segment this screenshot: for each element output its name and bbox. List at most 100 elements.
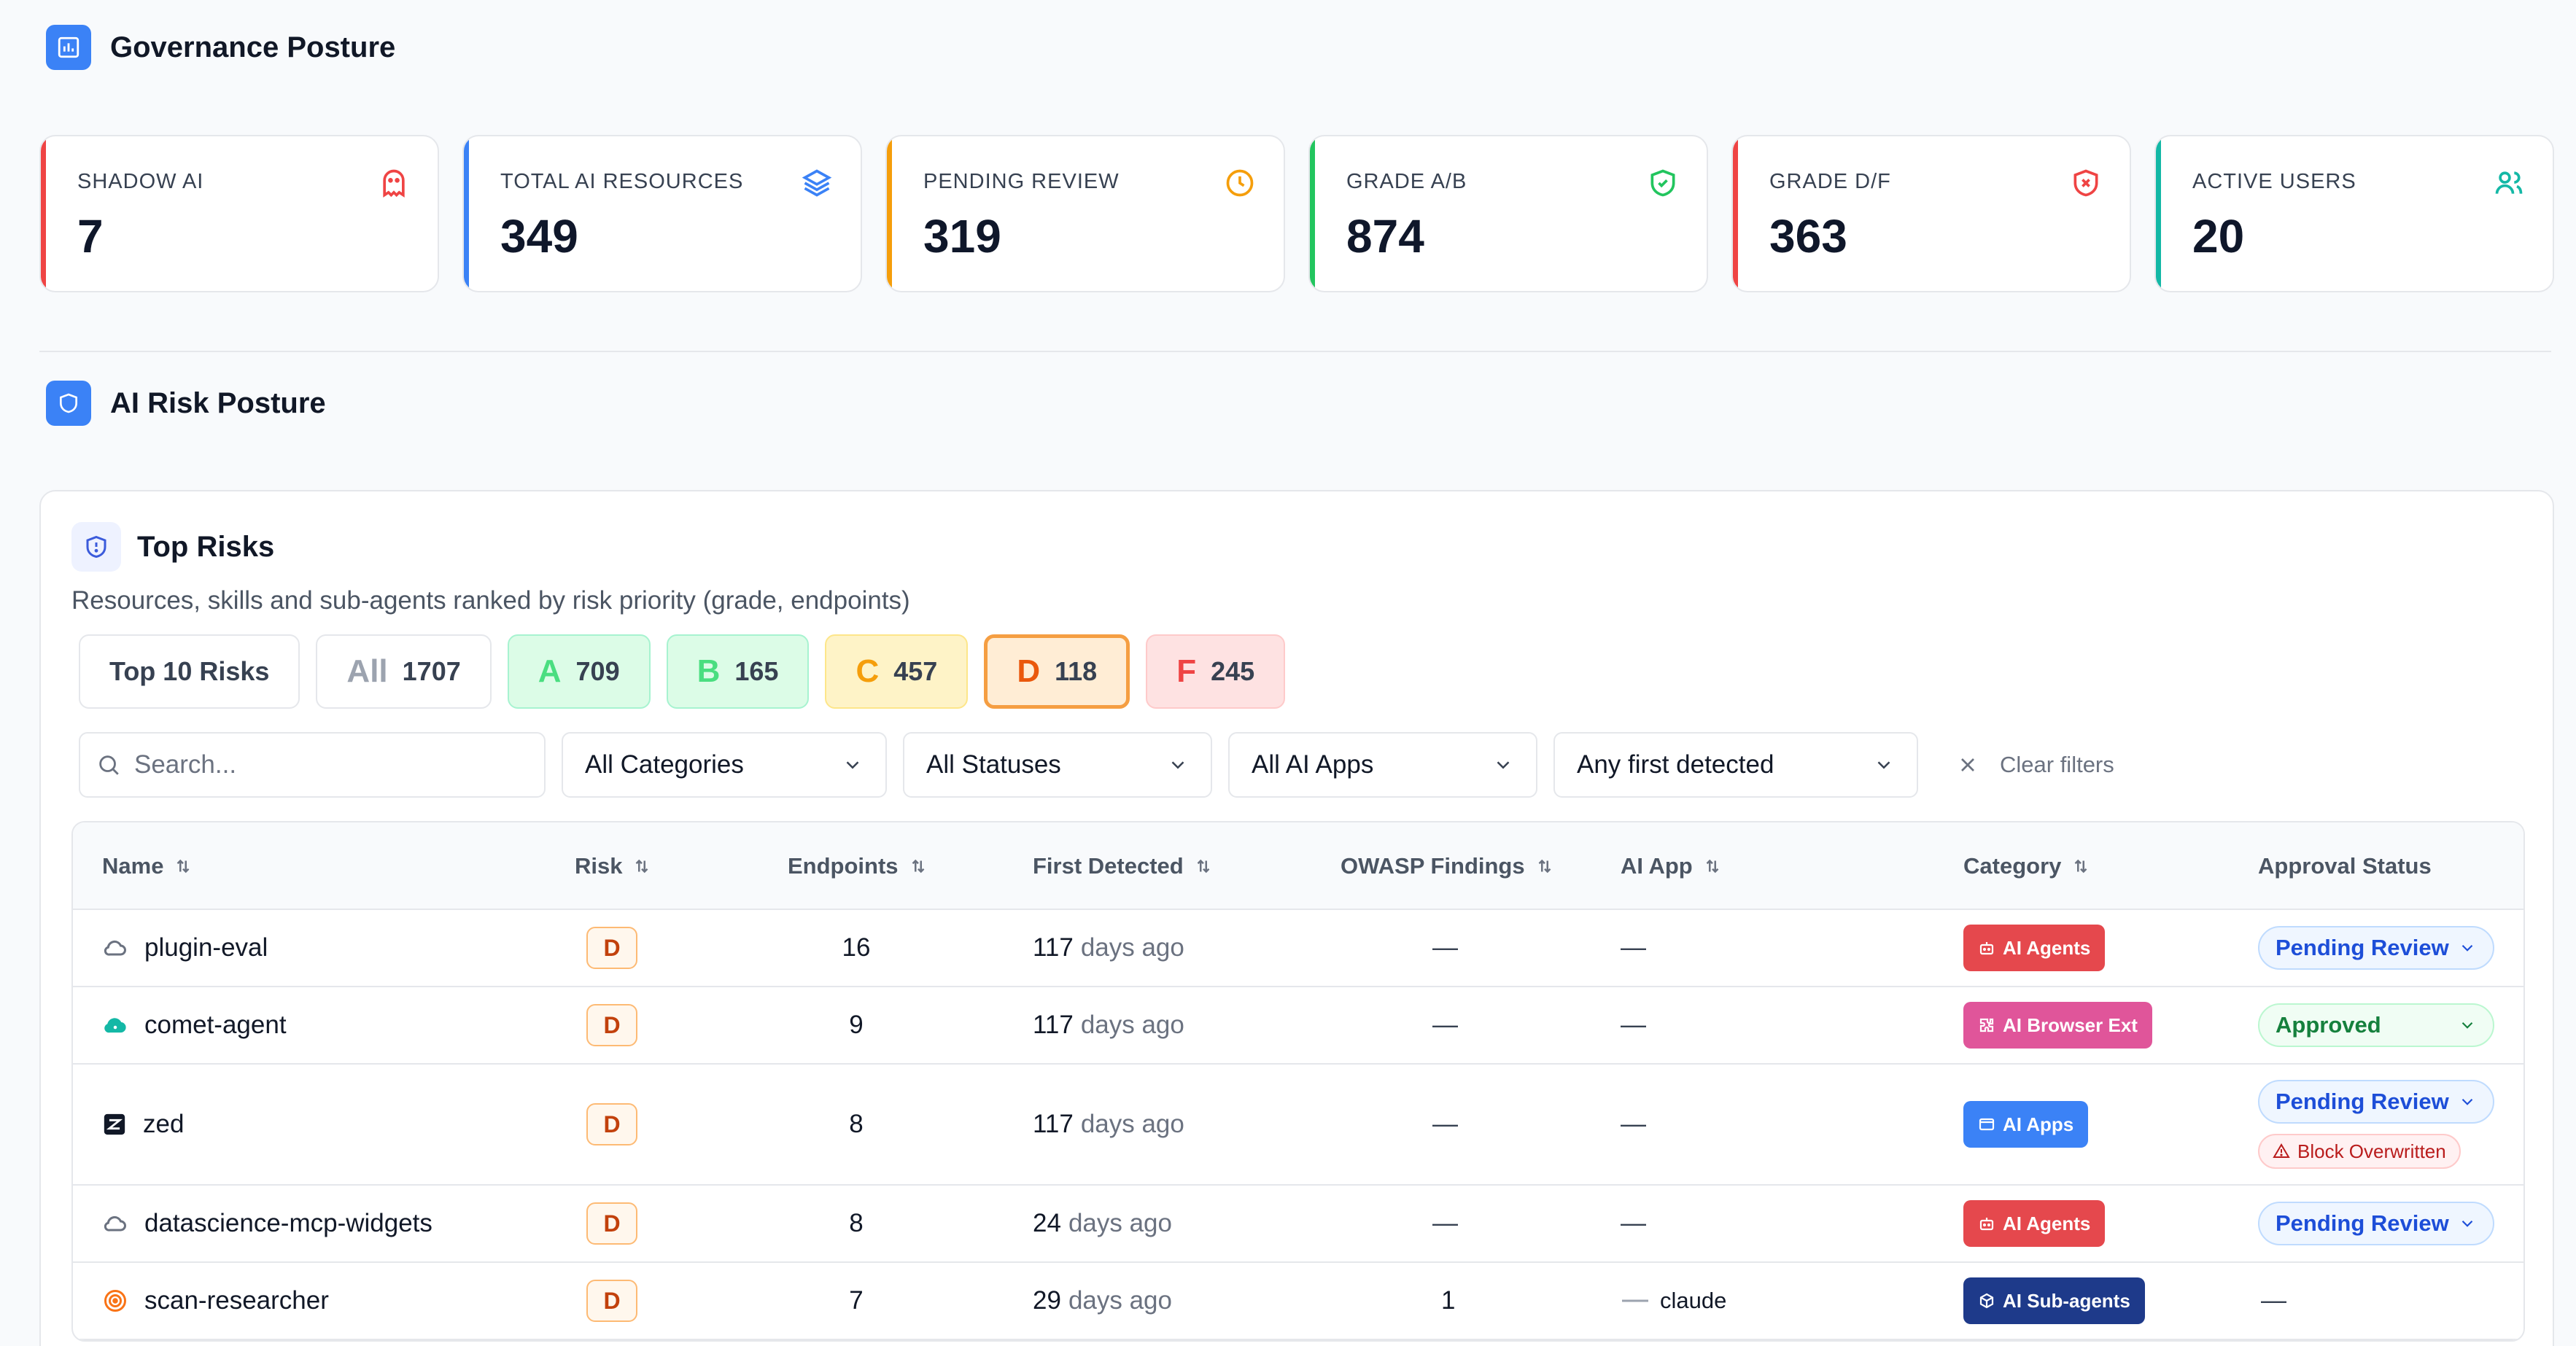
category-select[interactable]: All Categories	[562, 732, 887, 798]
column-label: First Detected	[1033, 853, 1184, 879]
category-label: AI Browser Ext	[2003, 1014, 2138, 1036]
column-endpoints[interactable]: Endpoints	[788, 822, 929, 910]
chip-count: 165	[734, 656, 779, 686]
grade-chip-all[interactable]: All 1707	[316, 634, 492, 709]
category-badge: AI Browser Ext	[1963, 1002, 2152, 1049]
resource-name: comet-agent	[144, 1011, 287, 1039]
stat-value: 7	[77, 210, 104, 262]
grade-chip-d[interactable]: D 118	[984, 634, 1130, 709]
grade-chip-c[interactable]: C 457	[825, 634, 969, 709]
table-row[interactable]: datascience-mcp-widgets D 8 24 days ago —…	[73, 1186, 2523, 1263]
section-title: AI Risk Posture	[110, 386, 326, 419]
stat-label: ACTIVE USERS	[2192, 170, 2356, 193]
column-label: Endpoints	[788, 853, 899, 879]
chip-grade: B	[697, 653, 721, 689]
first-detected-cell: 24 days ago	[1033, 1186, 1172, 1261]
stat-card-shadow-ai[interactable]: SHADOW AI 7	[39, 135, 439, 292]
days-value: 117	[1033, 1011, 1074, 1039]
cloud-icon	[104, 1215, 126, 1232]
stat-card-active-users[interactable]: ACTIVE USERS 20	[2154, 135, 2554, 292]
category-badge: AI Agents	[1963, 925, 2106, 971]
risk-cell: D	[586, 1186, 637, 1261]
search-field[interactable]: Search...	[79, 732, 546, 798]
sort-icon	[912, 859, 924, 874]
table-row[interactable]: scan-researcher D 7 29 days ago 1 claude …	[73, 1263, 2523, 1340]
owasp-cell: —	[1432, 1011, 1458, 1039]
status-label: Pending Review	[2276, 935, 2449, 960]
grade-chip-b[interactable]: B 165	[666, 634, 810, 709]
owasp-cell: —	[1432, 1209, 1458, 1237]
column-label: Approval Status	[2258, 853, 2432, 879]
risk-cell: D	[586, 987, 637, 1063]
table-row[interactable]: comet-agent D 9 117 days ago — — AI Brows…	[73, 987, 2523, 1065]
status-select[interactable]: All Statuses	[903, 732, 1212, 798]
approval-cell: Pending Review	[2258, 1186, 2494, 1261]
status-label: Pending Review	[2276, 1089, 2449, 1114]
approval-status-dropdown[interactable]: Pending Review	[2258, 926, 2494, 970]
column-category[interactable]: Category	[1963, 822, 2092, 910]
first-detected-cell: 117 days ago	[1033, 910, 1184, 986]
column-first-detected[interactable]: First Detected	[1033, 822, 1214, 910]
target-icon	[104, 1290, 126, 1312]
clear-filters-button[interactable]: Clear filters	[1934, 752, 2114, 778]
risk-grade-badge: D	[586, 1202, 637, 1245]
stat-card-grade-ab[interactable]: GRADE A/B 874	[1308, 135, 1708, 292]
chip-count: 1707	[402, 656, 461, 686]
risk-grade-badge: D	[586, 1004, 637, 1046]
top10-chip[interactable]: Top 10 Risks	[79, 634, 300, 709]
table-row[interactable]: plugin-eval D 16 117 days ago — — AI Agen…	[73, 910, 2523, 987]
first-detected-select[interactable]: Any first detected	[1553, 732, 1918, 798]
risk-cell: D	[586, 1263, 637, 1339]
governance-header: Governance Posture	[46, 25, 395, 70]
grade-chip-a[interactable]: A 709	[507, 634, 651, 709]
category-cell: AI Agents	[1963, 1186, 2106, 1261]
chip-grade: All	[346, 653, 388, 689]
approval-status-dropdown[interactable]: Pending Review	[2258, 1080, 2494, 1124]
stat-card-total-resources[interactable]: TOTAL AI RESOURCES 349	[462, 135, 862, 292]
chip-count: 118	[1055, 656, 1098, 686]
risk-grade-badge: D	[586, 1280, 637, 1322]
risk-cell: D	[586, 1065, 637, 1184]
column-owasp[interactable]: OWASP Findings	[1341, 822, 1556, 910]
first-detected-cell: 117 days ago	[1033, 987, 1184, 1063]
risk-grade-badge: D	[586, 1103, 637, 1145]
stat-card-grade-df[interactable]: GRADE D/F 363	[1731, 135, 2131, 292]
top-risks-card: Top Risks Resources, skills and sub-agen…	[39, 490, 2554, 1346]
shield-x-icon	[2073, 169, 2098, 197]
days-suffix: days ago	[1068, 1286, 1172, 1315]
endpoints-cell: 16	[842, 933, 871, 962]
select-value: All AI Apps	[1252, 750, 1374, 779]
stat-value: 874	[1346, 210, 1424, 262]
shield-alert-icon	[71, 522, 121, 572]
column-ai-app[interactable]: AI App	[1621, 822, 1723, 910]
chevron-down-icon	[2461, 1022, 2473, 1029]
accent-bar	[1310, 136, 1315, 291]
endpoints-cell: 7	[849, 1286, 864, 1315]
stat-label: PENDING REVIEW	[923, 170, 1120, 193]
category-label: AI Sub-agents	[2003, 1289, 2130, 1312]
table-row[interactable]: zed D 8 117 days ago — — AI Apps Pending …	[73, 1065, 2523, 1186]
approval-status-dropdown[interactable]: Pending Review	[2258, 1202, 2494, 1245]
ai-apps-select[interactable]: All AI Apps	[1228, 732, 1537, 798]
select-value: All Categories	[585, 750, 744, 779]
approval-status-dropdown[interactable]: Approved	[2258, 1003, 2494, 1047]
users-icon	[2495, 171, 2523, 194]
select-value: Any first detected	[1577, 750, 1774, 779]
stat-card-pending-review[interactable]: PENDING REVIEW 319	[885, 135, 1285, 292]
bot-icon	[1979, 942, 1994, 955]
chevron-down-icon	[1497, 761, 1510, 769]
accent-bar	[887, 136, 892, 291]
card-header: Top Risks	[71, 522, 274, 572]
column-risk[interactable]: Risk	[575, 822, 653, 910]
column-label: Name	[102, 853, 164, 879]
first-detected-cell: 29 days ago	[1033, 1263, 1172, 1339]
chip-label: Top 10 Risks	[109, 656, 270, 686]
category-label: AI Apps	[2003, 1113, 2074, 1135]
bar-chart-icon	[46, 25, 91, 70]
risk-cell: D	[586, 910, 637, 986]
search-placeholder: Search...	[134, 750, 237, 779]
risk-grade-badge: D	[586, 927, 637, 969]
grade-chip-f[interactable]: F 245	[1146, 634, 1286, 709]
column-name[interactable]: Name	[102, 822, 194, 910]
risk-posture-header: AI Risk Posture	[46, 381, 326, 426]
